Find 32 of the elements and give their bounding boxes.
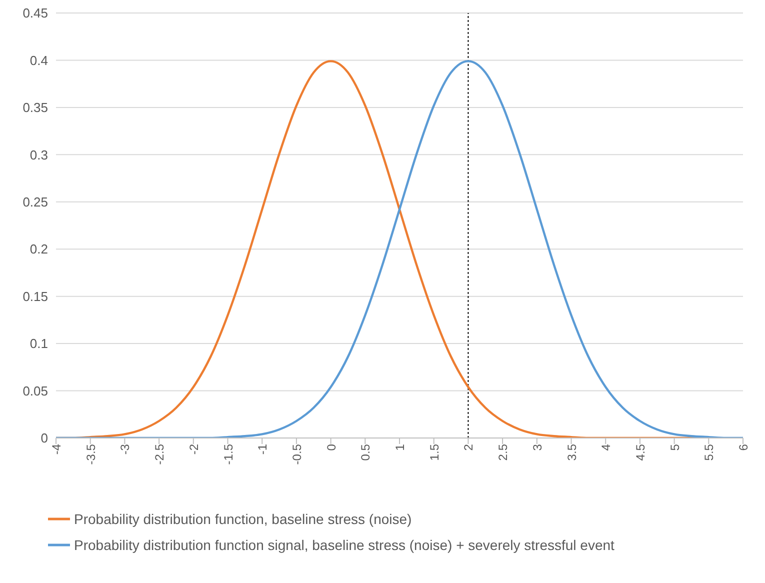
y-tick-label: 0.15 (22, 288, 48, 304)
x-tick-label: 0 (324, 444, 338, 451)
legend-label: Probability distribution function signal, baseline stress (noise) + severely stressful event (74, 536, 614, 555)
x-tick-label: 2.5 (496, 444, 510, 461)
y-tick-label: 0.45 (22, 6, 48, 21)
legend-label: Probability distribution function, baseline stress (noise) (74, 510, 412, 529)
x-tick-label: 4.5 (633, 444, 648, 461)
x-tick-label: 1 (393, 444, 408, 451)
x-tick-label: 3 (530, 444, 544, 451)
x-tick-label: -3 (118, 444, 132, 455)
x-tick-label: -2.5 (152, 444, 167, 465)
x-tick-label: 4 (599, 444, 614, 451)
x-tick-label: -4 (50, 444, 64, 455)
x-tick-label: -1.5 (221, 444, 236, 465)
y-tick-label: 0.2 (30, 242, 48, 257)
x-tick-label: -3.5 (84, 444, 98, 465)
x-tick-label: -0.5 (290, 444, 304, 465)
y-tick-label: 0.1 (30, 336, 48, 352)
y-tick-label: 0.25 (22, 194, 48, 210)
x-tick-label: 5 (668, 444, 682, 451)
x-tick-label: -1 (256, 444, 270, 455)
y-tick-label: 0.3 (30, 147, 48, 162)
y-tick-label: 0.35 (22, 100, 48, 116)
x-tick-label: 0.5 (358, 444, 373, 461)
x-tick-label: 5.5 (702, 444, 716, 461)
y-tick-label: 0.05 (22, 383, 48, 398)
x-tick-label: -2 (186, 444, 201, 455)
x-tick-label: 2 (462, 444, 476, 451)
x-tick-label: 1.5 (427, 444, 442, 461)
y-tick-label: 0.4 (30, 52, 48, 68)
x-tick-label: 6 (736, 444, 751, 451)
x-tick-label: 3.5 (564, 444, 579, 461)
